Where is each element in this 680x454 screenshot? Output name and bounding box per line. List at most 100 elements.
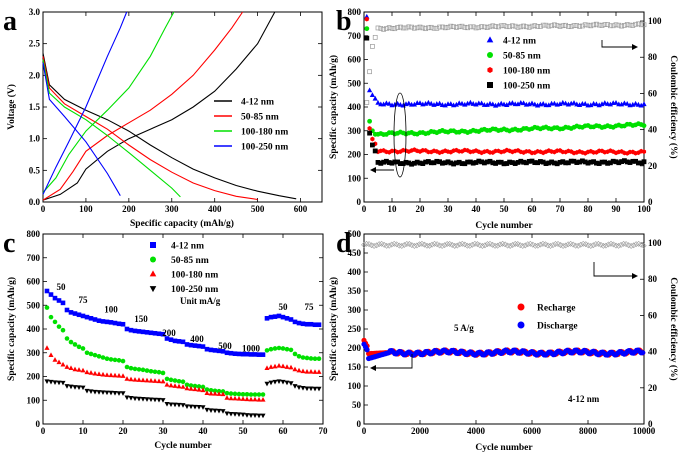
point-100-250 nm: [140, 396, 146, 402]
point-50-85 nm: [304, 355, 310, 361]
x-tick-label: 8000: [579, 426, 598, 436]
point-100-250 nm: [426, 159, 431, 164]
point-50-85 nm: [108, 357, 114, 362]
point-coulombic-efficiency: [524, 241, 531, 248]
point-4-12 nm: [60, 300, 66, 306]
point-Coulombic efficiency: [619, 23, 624, 29]
point-Coulombic efficiency: [501, 23, 507, 28]
point-100-250 nm: [465, 159, 470, 165]
point-50-85 nm: [232, 391, 238, 397]
point-100-250 nm: [512, 161, 518, 166]
point-100-250 nm: [510, 160, 515, 165]
point-4-12 nm: [478, 100, 485, 106]
point-100-250 nm: [571, 158, 577, 164]
point-100-250 nm: [104, 390, 110, 396]
point-100-250 nm: [532, 160, 538, 166]
point-100-250 nm: [596, 161, 602, 166]
y-tick-label: 100: [348, 173, 362, 183]
point-100-250 nm: [367, 130, 372, 136]
point-4-12 nm: [208, 347, 214, 353]
legend-label: 50-85 nm: [241, 113, 279, 123]
point-50-85 nm: [152, 369, 158, 375]
point-4-12 nm: [562, 100, 569, 106]
y-tick-label: 800: [27, 229, 41, 239]
point-coulombic-efficiency: [620, 240, 627, 247]
panel-d-points: [361, 240, 647, 362]
point-coulombic-efficiency: [386, 242, 393, 249]
point-100-250 nm: [76, 385, 82, 390]
point-50-85 nm: [64, 336, 70, 341]
point-Coulombic efficiency: [451, 24, 456, 30]
point-Coulombic efficiency: [636, 21, 641, 27]
point-50-85 nm: [160, 370, 166, 376]
point-100-180 nm: [184, 385, 190, 391]
rate-label: 200: [162, 328, 176, 338]
point-Coulombic efficiency: [389, 25, 395, 31]
point-4-12 nm: [364, 13, 370, 19]
y-tick-label: 50: [352, 400, 362, 410]
y-tick-label: 100: [348, 381, 362, 391]
panel-label-d: d: [336, 228, 352, 259]
point-50-85 nm: [104, 356, 110, 361]
point-coulombic-efficiency: [507, 242, 514, 249]
point-100-180 nm: [160, 378, 166, 384]
point-coulombic-efficiency: [371, 243, 378, 249]
y-tick-label: 350: [348, 286, 362, 296]
point-100-180 nm: [44, 345, 50, 350]
point-50-85 nm: [100, 355, 106, 360]
point-4-12 nm: [372, 95, 378, 101]
point-100-180 nm: [364, 16, 369, 22]
panel-d-ticks: 0 2000 4000 6000 8000 10000050100150200250300…: [348, 229, 663, 436]
legend-label: 50-85 nm: [503, 52, 541, 62]
legend-label: 100-250 nm: [241, 143, 288, 153]
point-100-250 nm: [180, 403, 186, 408]
point-Coulombic efficiency: [571, 23, 577, 28]
point-4-12 nm: [448, 101, 454, 106]
point-coulombic-efficiency: [613, 242, 619, 249]
point-100-250 nm: [538, 159, 543, 164]
point-50-85 nm: [184, 382, 190, 388]
point-4-12 nm: [459, 100, 465, 106]
point-coulombic-efficiency: [587, 243, 594, 249]
point-4-12 nm: [602, 100, 608, 105]
x-tick-label: 20: [119, 426, 129, 436]
x-tick-label: 0: [41, 204, 46, 214]
point-100-250 nm: [389, 160, 395, 166]
point-coulombic-efficiency: [552, 241, 559, 247]
point-100-250 nm: [384, 158, 389, 164]
point-4-12 nm: [244, 351, 250, 357]
x-tick-label: 70: [556, 204, 566, 214]
y-tick-label: 100: [27, 395, 41, 405]
point-coulombic-efficiency: [625, 242, 632, 249]
point-50-85 nm: [260, 392, 266, 397]
point-100-250 nm: [448, 160, 454, 166]
point-coulombic-efficiency: [444, 241, 451, 247]
point-100-250 nm: [468, 159, 473, 165]
point-4-12 nm: [72, 311, 78, 316]
point-100-250 nm: [312, 386, 318, 392]
y-tick-label: 0: [36, 419, 41, 429]
point-Coulombic efficiency: [414, 25, 420, 31]
point-4-12 nm: [116, 321, 122, 327]
point-100-250 nm: [515, 160, 521, 165]
panel-a-curves: [42, 11, 297, 201]
panel-label-c: c: [3, 228, 15, 259]
point-Coulombic efficiency: [459, 23, 465, 29]
y2-tick-label: 100: [648, 16, 662, 26]
point-4-12 nm: [386, 100, 392, 106]
panel-label-a: a: [3, 6, 17, 37]
point-100-250 nm: [431, 160, 437, 166]
y-tick-label: 200: [27, 372, 41, 382]
point-4-12 nm: [300, 321, 306, 327]
point-4-12 nm: [128, 327, 134, 333]
x-tick-label: 400: [208, 204, 222, 214]
point-coulombic-efficiency: [383, 242, 390, 249]
point-100-180 nm: [300, 368, 306, 374]
panel-d-ylabel: Specific capacity (mAh/g): [328, 277, 339, 381]
point-100-180 nm: [284, 364, 290, 369]
point-100-250 nm: [594, 160, 599, 166]
y-tick-label: 250: [348, 324, 362, 334]
point-100-250 nm: [168, 402, 174, 408]
point-100-250 nm: [280, 379, 286, 385]
point-Coulombic efficiency: [403, 25, 409, 31]
